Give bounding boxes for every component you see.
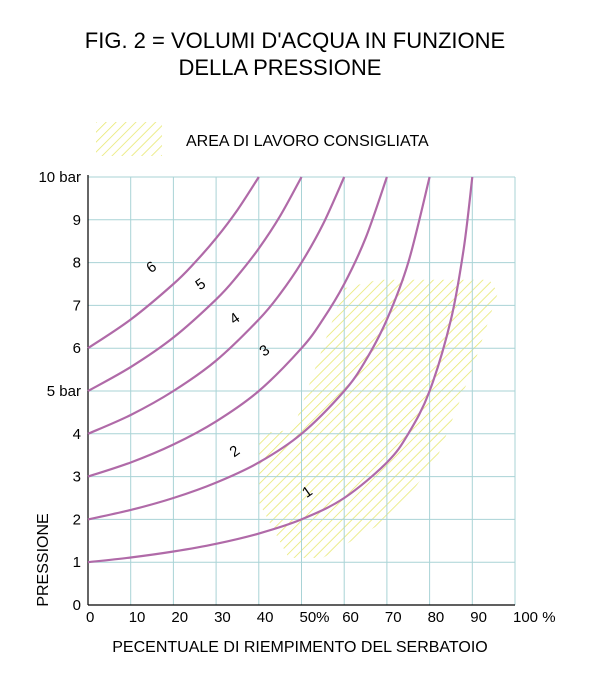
y-tick-label: 6: [73, 340, 81, 357]
x-tick-label: 100 %: [513, 609, 556, 626]
y-tick-label: 3: [73, 469, 81, 486]
y-tick-label: 2: [73, 511, 81, 528]
legend-label: AREA DI LAVORO CONSIGLIATA: [186, 133, 429, 150]
series-line-2: [87, 176, 431, 521]
x-tick-label: 0: [86, 609, 94, 626]
x-axis-label: PECENTUALE DI RIEMPIMENTO DEL SERBATOIO: [112, 639, 487, 656]
curve-label-4: 4: [227, 309, 244, 328]
x-tick-label: 70: [385, 609, 402, 626]
y-tick-label: 9: [73, 212, 81, 229]
series-line-1: [87, 176, 474, 564]
y-tick-label: 1: [73, 554, 81, 571]
x-tick-label: 30: [214, 609, 231, 626]
x-tick-label: 80: [428, 609, 445, 626]
series-line-6: [87, 176, 260, 350]
y-tick-label: 0: [73, 597, 81, 614]
recommended-area: [258, 279, 498, 558]
x-tick-label: 50%: [300, 609, 330, 626]
curve-label-2: 2: [227, 442, 244, 461]
y-tick-label: 5 bar: [47, 383, 81, 400]
y-tick-label: 10 bar: [38, 169, 81, 186]
curve-label-5: 5: [192, 275, 209, 294]
legend-hatch-swatch: [96, 122, 162, 156]
curve-label-6: 6: [143, 258, 160, 277]
series-line-5: [87, 176, 303, 392]
series-line-4: [87, 176, 346, 435]
y-tick-label: 8: [73, 255, 81, 272]
series-layer: [87, 176, 474, 564]
x-tick-label: 10: [129, 609, 146, 626]
x-tick-label: 90: [470, 609, 487, 626]
y-axis-label: PRESSIONE: [35, 513, 52, 606]
y-tick-label: 7: [73, 297, 81, 314]
tick-label-layer: 0 10 20 30 40 50% 60 70 80 90 100 % 0 1 2 3 4 5 bar 6 7 8 9 1…: [38, 169, 555, 626]
chart-title-line-2: DELLA PRESSIONE: [179, 55, 382, 80]
series-line-3: [87, 176, 388, 478]
grid-layer: [87, 176, 516, 606]
chart-title-line-1: FIG. 2 = VOLUMI D'ACQUA IN FUNZIONE: [85, 28, 505, 53]
y-tick-label: 4: [73, 426, 81, 443]
x-tick-label: 40: [257, 609, 274, 626]
x-tick-label: 20: [171, 609, 188, 626]
recommended-area-layer: [258, 279, 498, 558]
x-tick-label: 60: [342, 609, 359, 626]
